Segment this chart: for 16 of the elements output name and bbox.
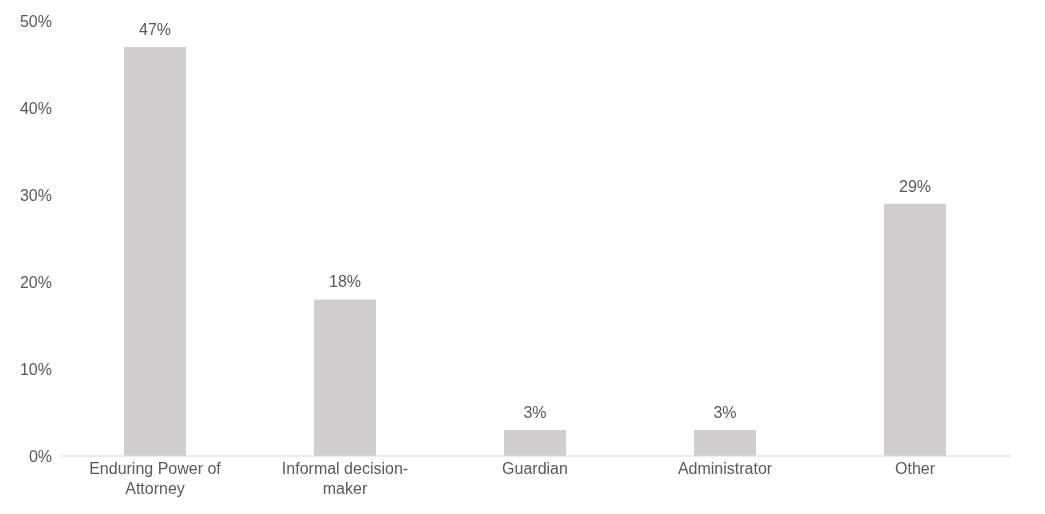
y-tick-label: 10% [19,360,52,378]
x-tick-label: Informal decision-maker [281,460,409,497]
data-label: 18% [328,273,362,291]
x-tick-label: Other [894,460,936,477]
y-tick-label: 40% [19,99,52,117]
x-tick-label: Administrator [677,460,773,477]
y-tick-label: 0% [28,447,52,465]
data-label: 3% [713,403,737,421]
y-tick-label: 20% [19,273,52,291]
data-label: 47% [138,21,172,39]
data-label: 3% [523,403,547,421]
y-tick-label: 50% [19,12,52,30]
data-label: 29% [898,177,932,195]
x-tick-label: Guardian [502,460,568,477]
x-tick-label: Enduring Power of Attorney [89,460,222,497]
y-tick-label: 30% [19,186,52,204]
